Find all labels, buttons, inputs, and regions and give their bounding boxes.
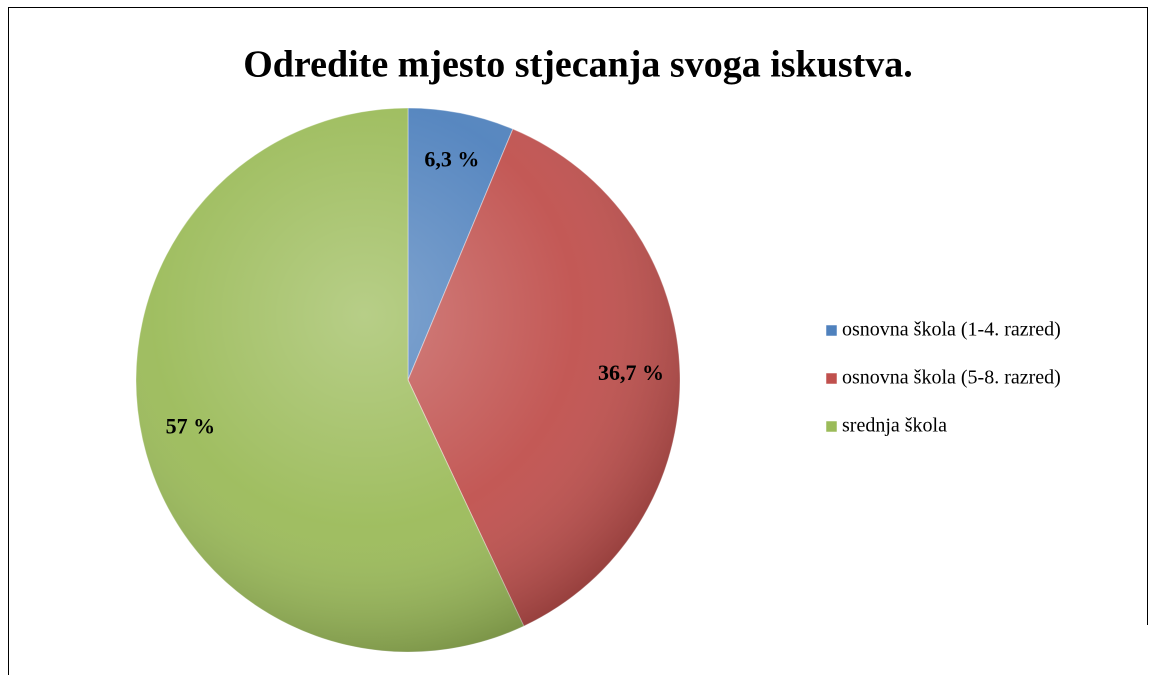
data-label: 6,3 % — [424, 146, 479, 171]
legend-swatch — [825, 372, 838, 385]
data-label: 36,7 % — [598, 360, 664, 385]
chart-title: Odredite mjesto stjecanja svoga iskustva… — [243, 44, 913, 86]
legend-swatch — [825, 324, 838, 337]
chart-border — [8, 7, 1148, 675]
legend-swatch — [825, 420, 838, 433]
data-labels: 6,3 % 36,7 % 57 % — [166, 146, 664, 438]
legend-label: osnovna škola (5-8. razred) — [842, 367, 1061, 389]
data-label: 57 % — [166, 414, 216, 439]
legend: osnovna škola (1-4. razred) osnovna škola… — [825, 319, 1061, 437]
legend-label: srednja škola — [842, 415, 947, 437]
legend-label: osnovna škola (1-4. razred) — [842, 319, 1061, 341]
